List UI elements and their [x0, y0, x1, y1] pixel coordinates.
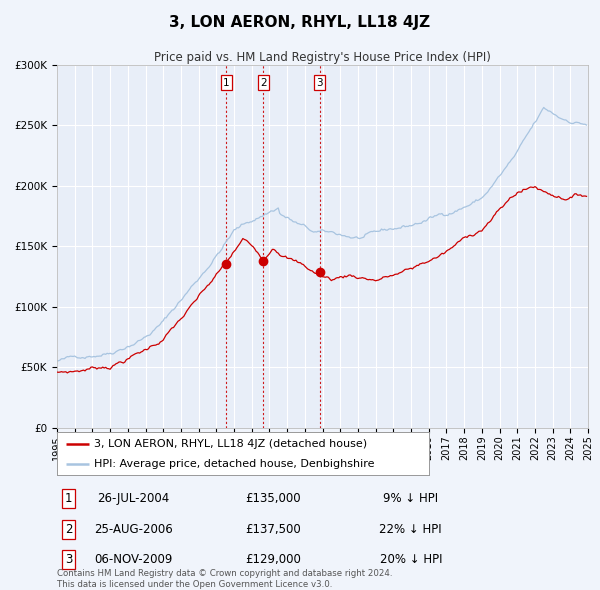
- Text: £135,000: £135,000: [245, 492, 301, 505]
- Text: HPI: Average price, detached house, Denbighshire: HPI: Average price, detached house, Denb…: [94, 460, 374, 469]
- Title: Price paid vs. HM Land Registry's House Price Index (HPI): Price paid vs. HM Land Registry's House …: [154, 51, 491, 64]
- Text: 2: 2: [260, 78, 266, 87]
- Text: Contains HM Land Registry data © Crown copyright and database right 2024.
This d: Contains HM Land Registry data © Crown c…: [57, 569, 392, 589]
- Text: 3: 3: [65, 553, 73, 566]
- Text: 20% ↓ HPI: 20% ↓ HPI: [380, 553, 442, 566]
- Text: 1: 1: [65, 492, 73, 505]
- Text: 3: 3: [317, 78, 323, 87]
- Text: 22% ↓ HPI: 22% ↓ HPI: [379, 523, 442, 536]
- Text: £137,500: £137,500: [245, 523, 301, 536]
- Text: £129,000: £129,000: [245, 553, 301, 566]
- Text: 26-JUL-2004: 26-JUL-2004: [97, 492, 170, 505]
- Text: 06-NOV-2009: 06-NOV-2009: [94, 553, 173, 566]
- Text: 25-AUG-2006: 25-AUG-2006: [94, 523, 173, 536]
- Text: 9% ↓ HPI: 9% ↓ HPI: [383, 492, 439, 505]
- Text: 2: 2: [65, 523, 73, 536]
- Text: 3, LON AERON, RHYL, LL18 4JZ: 3, LON AERON, RHYL, LL18 4JZ: [169, 15, 431, 30]
- Text: 1: 1: [223, 78, 230, 87]
- Text: 3, LON AERON, RHYL, LL18 4JZ (detached house): 3, LON AERON, RHYL, LL18 4JZ (detached h…: [94, 440, 367, 450]
